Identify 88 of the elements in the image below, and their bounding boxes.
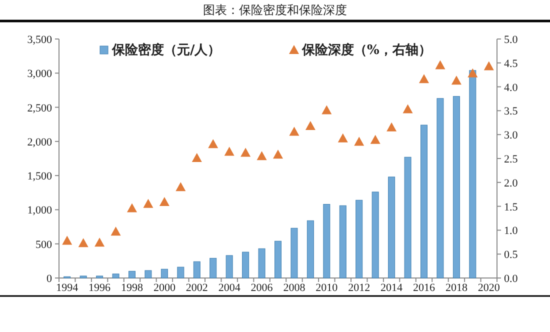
legend-label: 保险深度（%，右轴） [301, 42, 432, 58]
point [402, 104, 413, 114]
bar [404, 156, 412, 278]
chart-title: 图表：保险密度和保险深度 [203, 3, 347, 17]
x-tick-label: 2000 [153, 282, 176, 294]
y2-tick-label: 1.0 [504, 225, 518, 238]
bar [128, 270, 136, 278]
point [484, 61, 494, 70]
x-tick-label: 2020 [478, 282, 500, 294]
y-tick-label: 3,500 [27, 34, 52, 46]
y2-tick-label: 3.0 [504, 130, 518, 142]
point [354, 136, 364, 146]
x-tick-label: 2008 [283, 282, 306, 294]
point [143, 198, 154, 208]
y2-tick-label: 5.0 [504, 34, 518, 46]
bar [193, 261, 200, 278]
bar [144, 270, 152, 278]
bar [290, 228, 298, 278]
bar [420, 124, 428, 278]
x-tick-label: 2018 [445, 282, 468, 294]
point [127, 203, 137, 212]
bar [372, 192, 379, 278]
x-tick-label: 2006 [250, 282, 274, 294]
x-tick-label: 1998 [121, 282, 144, 294]
point [256, 151, 267, 160]
y2-tick-label: 4.5 [504, 58, 518, 70]
bar [436, 98, 444, 278]
x-tick-label: 2010 [316, 282, 338, 294]
y2-tick-label: 3.5 [504, 106, 518, 118]
bar [306, 220, 314, 278]
point [289, 126, 300, 136]
point [208, 139, 218, 148]
point [224, 146, 234, 156]
point [110, 226, 121, 236]
y-tick-label: 500 [36, 238, 52, 251]
bar [160, 268, 168, 278]
bar [177, 266, 184, 278]
point [419, 74, 429, 84]
point [370, 134, 380, 144]
point [322, 105, 332, 114]
y2-tick-label: 2.0 [504, 177, 518, 190]
point [468, 68, 478, 78]
bar [274, 240, 282, 278]
bar [356, 200, 363, 278]
point [273, 150, 283, 159]
point [78, 238, 88, 248]
y-tick-label: 1,000 [27, 204, 52, 217]
bar [96, 276, 104, 278]
y-tick-label: 2,500 [27, 102, 52, 114]
bar [388, 176, 396, 278]
point [62, 236, 72, 245]
point [192, 153, 202, 162]
point [451, 76, 462, 85]
point [176, 182, 186, 192]
bar [452, 96, 460, 278]
y2-tick-label: 0.5 [504, 249, 518, 262]
point [94, 238, 105, 247]
point [240, 148, 251, 157]
y-tick-label: 3,000 [27, 68, 52, 80]
point [386, 122, 397, 132]
x-tick-label: 2004 [218, 282, 241, 294]
bar [226, 255, 233, 278]
x-tick-label: 1994 [56, 282, 79, 294]
y2-tick-label: 2.5 [504, 154, 518, 166]
x-tick-label: 2002 [186, 282, 208, 294]
bar [210, 258, 217, 278]
x-tick-label: 2012 [348, 282, 370, 294]
bar [339, 205, 346, 278]
point [338, 133, 348, 142]
point [159, 197, 170, 206]
y2-tick-label: 1.5 [504, 201, 518, 214]
y-tick-label: 2,000 [27, 136, 52, 148]
point [305, 120, 316, 130]
legend-label: 保险密度（元/人） [111, 42, 221, 58]
bar [242, 252, 250, 278]
x-tick-label: 2016 [413, 282, 436, 294]
y-tick-label: 0 [46, 273, 52, 285]
x-tick-label: 1996 [88, 282, 112, 294]
x-tick-label: 2014 [380, 282, 404, 294]
bar [469, 70, 476, 278]
bar [258, 248, 266, 278]
y2-tick-label: 4.0 [504, 82, 518, 94]
bar [112, 274, 120, 278]
y2-tick-label: 0.0 [504, 273, 518, 285]
bar [80, 276, 87, 278]
point [435, 60, 446, 70]
bar [323, 204, 330, 278]
y-tick-label: 1,500 [27, 170, 52, 183]
